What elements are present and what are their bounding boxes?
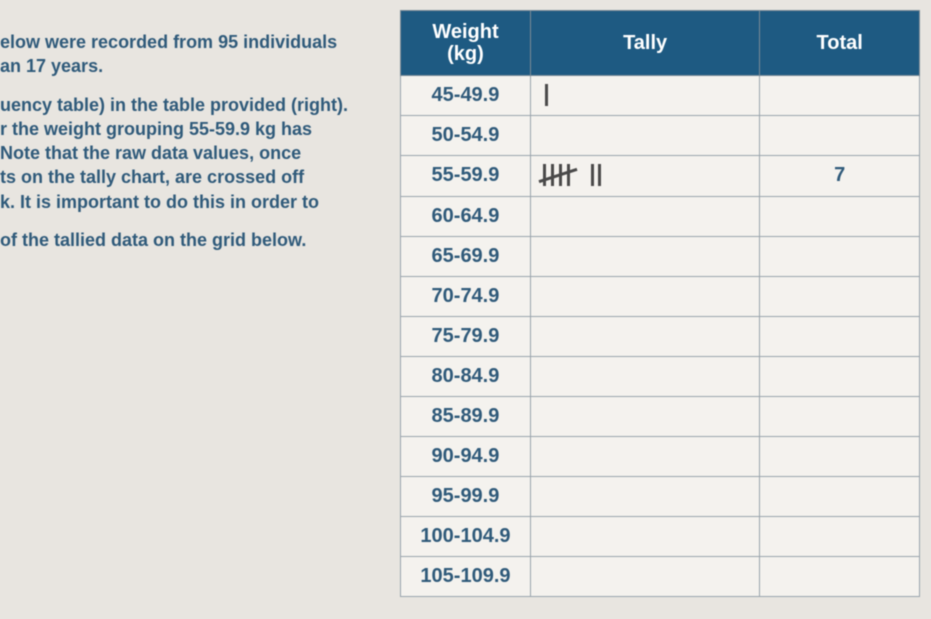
- text-line: values, once: [188, 143, 301, 163]
- table-row: 45-49.9: [401, 76, 920, 116]
- tally-cell: [530, 436, 759, 476]
- total-cell: [760, 76, 920, 116]
- total-cell: [760, 556, 920, 596]
- table-row: 50-54.9: [401, 116, 920, 156]
- tally-cell: [530, 156, 759, 196]
- tally-cell: [530, 356, 759, 396]
- weight-range-cell: 50-54.9: [401, 116, 531, 156]
- tally-mark-icon: [598, 164, 601, 186]
- col-header-total: Total: [760, 11, 920, 76]
- tally-cell: [530, 276, 759, 316]
- tally-group-icon: [541, 164, 581, 186]
- table-row: 65-69.9: [401, 236, 920, 276]
- total-cell: [760, 316, 920, 356]
- instruction-text: elow were recorded from 95 individuals a…: [0, 10, 400, 609]
- tally-cell: [530, 236, 759, 276]
- tally-mark-icon: [545, 84, 548, 106]
- frequency-table: Weight (kg) Tally Total 45-49.950-54.955…: [400, 10, 920, 597]
- tally-cell: [530, 76, 759, 116]
- text-line: elow were recorded from 95 individuals: [0, 32, 337, 52]
- total-cell: [760, 436, 920, 476]
- text-line: Note that the: [0, 143, 115, 163]
- total-cell: [760, 396, 920, 436]
- tally-mark-icon: [591, 164, 594, 186]
- weight-range-cell: 95-99.9: [401, 476, 531, 516]
- table-row: 85-89.9: [401, 396, 920, 436]
- total-cell: [760, 476, 920, 516]
- weight-range-cell: 45-49.9: [401, 76, 531, 116]
- table-row: 70-74.9: [401, 276, 920, 316]
- tally-cell: [530, 516, 759, 556]
- total-cell: [760, 516, 920, 556]
- text-line: r the weight grouping 55-59.9 kg has: [0, 119, 312, 139]
- tally-cell: [530, 116, 759, 156]
- text-line: ts on the tally chart, are crossed off: [0, 167, 304, 187]
- weight-range-cell: 90-94.9: [401, 436, 531, 476]
- col-header-weight: Weight (kg): [401, 11, 531, 76]
- text-line: uency table) in the table provided (righ…: [0, 95, 348, 115]
- col-header-tally: Tally: [530, 11, 759, 76]
- weight-range-cell: 80-84.9: [401, 356, 531, 396]
- table-row: 90-94.9: [401, 436, 920, 476]
- weight-range-cell: 75-79.9: [401, 316, 531, 356]
- total-cell: 7: [760, 156, 920, 196]
- table-row: 75-79.9: [401, 316, 920, 356]
- tally-cell: [530, 476, 759, 516]
- total-cell: [760, 356, 920, 396]
- header-text: (kg): [447, 43, 484, 65]
- header-text: Weight: [432, 21, 498, 43]
- total-cell: [760, 276, 920, 316]
- table-row: 100-104.9: [401, 516, 920, 556]
- table-row: 55-59.9 7: [401, 156, 920, 196]
- weight-range-cell: 105-109.9: [401, 556, 531, 596]
- tally-cell: [530, 556, 759, 596]
- weight-range-cell: 100-104.9: [401, 516, 531, 556]
- total-cell: [760, 196, 920, 236]
- table-row: 95-99.9: [401, 476, 920, 516]
- total-cell: [760, 116, 920, 156]
- weight-range-cell: 85-89.9: [401, 396, 531, 436]
- text-line: k. It is important to do this in order t…: [0, 192, 319, 212]
- tally-cell: [530, 396, 759, 436]
- text-line: of the tallied data on the grid below.: [0, 230, 306, 250]
- weight-range-cell: 65-69.9: [401, 236, 531, 276]
- table-row: 60-64.9: [401, 196, 920, 236]
- text-line: an 17 years.: [0, 56, 103, 76]
- tally-cell: [530, 316, 759, 356]
- weight-range-cell: 70-74.9: [401, 276, 531, 316]
- tally-cell: [530, 196, 759, 236]
- table-row: 105-109.9: [401, 556, 920, 596]
- table-row: 80-84.9: [401, 356, 920, 396]
- weight-range-cell: 60-64.9: [401, 196, 531, 236]
- total-cell: [760, 236, 920, 276]
- weight-range-cell: 55-59.9: [401, 156, 531, 196]
- text-bold: raw data: [115, 143, 188, 163]
